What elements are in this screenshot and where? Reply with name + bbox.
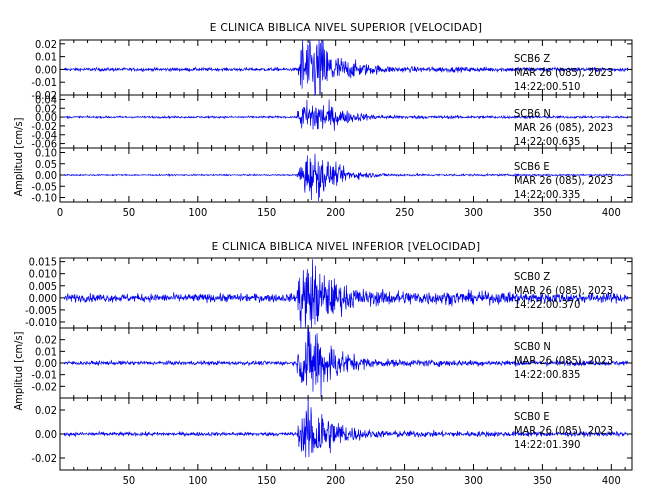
x-tick-label: 150 <box>257 474 276 487</box>
station-component-label: SCB6 N <box>514 107 551 120</box>
y-tick-label: 0.02 <box>35 38 57 51</box>
record-time: 14:22:00.635 <box>514 135 580 148</box>
chart-title: E CLINICA BIBLICA NIVEL INFERIOR [VELOCI… <box>212 241 481 253</box>
station-component-label: SCB0 N <box>514 340 551 353</box>
x-tick-label: 200 <box>326 474 345 487</box>
x-tick-label: 400 <box>602 206 621 219</box>
station-component-label: SCB0 Z <box>514 270 550 283</box>
y-tick-label: 0.000 <box>29 292 57 305</box>
record-date: MAR 26 (085), 2023 <box>514 121 613 134</box>
y-tick-label: -0.02 <box>31 89 57 102</box>
y-tick-label: 0.015 <box>29 256 57 269</box>
y-tick-label: 0.00 <box>35 111 57 124</box>
y-tick-label: -0.005 <box>25 304 57 317</box>
x-tick-label: 350 <box>533 206 552 219</box>
record-date: MAR 26 (085), 2023 <box>514 66 613 79</box>
y-axis-label: Amplitud [cm/s] <box>12 331 25 410</box>
station-component-label: SCB0 E <box>514 410 550 423</box>
station-component-label: SCB6 Z <box>514 52 550 65</box>
y-tick-label: 0.010 <box>29 268 57 281</box>
y-tick-label: 0.02 <box>35 404 57 417</box>
waveform-trace <box>63 99 629 131</box>
y-tick-label: -0.02 <box>31 120 57 133</box>
y-tick-label: 0.00 <box>35 169 57 182</box>
y-tick-label: -0.05 <box>31 180 57 193</box>
y-tick-label: 0.04 <box>35 93 57 106</box>
x-tick-label: 50 <box>123 206 136 219</box>
chart-title: E CLINICA BIBLICA NIVEL SUPERIOR [VELOCI… <box>210 22 482 34</box>
y-tick-label: 0.02 <box>35 334 57 347</box>
y-tick-label: 0.005 <box>29 280 57 293</box>
y-tick-label: -0.01 <box>31 76 57 89</box>
record-date: MAR 26 (085), 2023 <box>514 354 613 367</box>
waveform-trace <box>63 327 629 397</box>
y-tick-label: -0.02 <box>31 380 57 393</box>
y-tick-label: 0.00 <box>35 428 57 441</box>
y-tick-label: 0.05 <box>35 158 57 171</box>
x-tick-label: 350 <box>533 474 552 487</box>
y-tick-label: 0.02 <box>35 102 57 115</box>
waveform-trace <box>63 397 629 458</box>
x-tick-label: 250 <box>395 206 414 219</box>
record-time: 14:22:00.370 <box>514 298 580 311</box>
y-tick-label: -0.010 <box>25 316 57 329</box>
station-component-label: SCB6 E <box>514 160 550 173</box>
waveform-trace <box>63 39 629 97</box>
x-tick-label: 150 <box>257 206 276 219</box>
waveform-trace <box>63 153 629 202</box>
y-tick-label: 0.00 <box>35 357 57 370</box>
record-date: MAR 26 (085), 2023 <box>514 424 613 437</box>
y-tick-label: -0.02 <box>31 452 57 465</box>
x-tick-label: 50 <box>123 474 136 487</box>
x-tick-label: 250 <box>395 474 414 487</box>
y-tick-label: -0.06 <box>31 138 57 151</box>
y-tick-label: -0.10 <box>31 192 57 205</box>
record-date: MAR 26 (085), 2023 <box>514 284 613 297</box>
x-tick-label: 0 <box>57 206 63 219</box>
x-tick-label: 300 <box>464 474 483 487</box>
y-axis-label: Amplitud [cm/s] <box>12 117 25 196</box>
waveform-trace <box>63 259 629 329</box>
record-time: 14:22:00.335 <box>514 188 580 201</box>
record-time: 14:22:00.510 <box>514 80 580 93</box>
record-time: 14:22:01.390 <box>514 438 580 451</box>
y-tick-label: 0.01 <box>35 51 57 64</box>
record-time: 14:22:00.835 <box>514 368 580 381</box>
y-tick-label: -0.04 <box>31 129 57 142</box>
x-tick-label: 200 <box>326 206 345 219</box>
y-tick-label: 0.01 <box>35 345 57 358</box>
x-tick-label: 100 <box>188 206 207 219</box>
y-tick-label: -0.01 <box>31 369 57 382</box>
x-tick-label: 300 <box>464 206 483 219</box>
y-tick-label: 0.00 <box>35 63 57 76</box>
x-tick-label: 400 <box>602 474 621 487</box>
x-tick-label: 100 <box>188 474 207 487</box>
record-date: MAR 26 (085), 2023 <box>514 174 613 187</box>
y-tick-label: 0.10 <box>35 147 57 160</box>
